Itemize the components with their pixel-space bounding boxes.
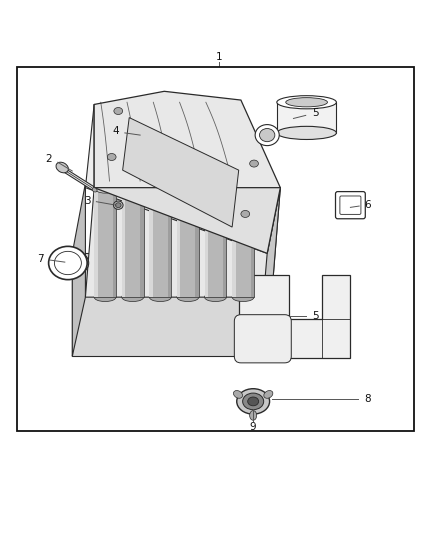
Polygon shape [239,275,350,359]
Polygon shape [258,188,280,356]
Polygon shape [94,104,280,253]
Ellipse shape [114,108,123,115]
Ellipse shape [94,293,116,302]
Polygon shape [140,188,144,297]
Ellipse shape [49,246,87,280]
Ellipse shape [286,98,328,107]
Ellipse shape [122,293,144,302]
Ellipse shape [64,252,88,274]
Ellipse shape [250,160,258,167]
Polygon shape [122,188,125,297]
Ellipse shape [177,182,199,193]
Ellipse shape [116,203,121,207]
Ellipse shape [54,252,81,274]
Polygon shape [149,188,171,297]
Ellipse shape [122,182,144,193]
Polygon shape [122,188,144,297]
Text: 1: 1 [215,52,223,62]
Ellipse shape [205,293,226,302]
Ellipse shape [241,211,250,217]
Polygon shape [129,110,169,125]
Text: 2: 2 [45,154,52,164]
Text: 3: 3 [84,196,91,206]
Polygon shape [85,104,280,253]
Ellipse shape [177,293,199,302]
Text: 5: 5 [312,108,319,118]
FancyBboxPatch shape [234,314,291,363]
Ellipse shape [69,256,84,270]
Polygon shape [72,297,272,356]
Ellipse shape [237,389,269,414]
Text: 4: 4 [113,126,120,136]
Polygon shape [251,188,254,297]
Polygon shape [123,118,239,227]
Polygon shape [223,188,226,297]
Polygon shape [277,102,336,133]
Polygon shape [149,188,153,297]
Polygon shape [205,188,208,297]
Polygon shape [94,188,116,297]
Ellipse shape [113,201,123,209]
Text: 7: 7 [37,254,44,264]
FancyBboxPatch shape [340,196,361,214]
Ellipse shape [232,293,254,302]
Text: 8: 8 [364,394,371,404]
Ellipse shape [56,162,68,173]
Polygon shape [72,183,85,356]
Polygon shape [177,188,199,297]
Ellipse shape [264,391,273,398]
Ellipse shape [277,126,336,140]
Text: 5: 5 [312,311,319,320]
Polygon shape [195,188,199,297]
Polygon shape [205,188,226,297]
Polygon shape [94,91,280,188]
Polygon shape [168,188,171,297]
Ellipse shape [255,125,279,146]
FancyBboxPatch shape [336,191,365,219]
Ellipse shape [92,188,97,192]
Polygon shape [85,188,280,297]
Polygon shape [232,188,254,297]
Ellipse shape [233,391,243,398]
Polygon shape [94,188,98,297]
Ellipse shape [149,293,171,302]
Text: 9: 9 [250,422,257,432]
Bar [17,67,414,431]
Ellipse shape [232,182,254,193]
Polygon shape [113,188,116,297]
Ellipse shape [277,96,336,109]
Ellipse shape [250,410,257,420]
Ellipse shape [259,128,275,142]
Ellipse shape [107,154,116,160]
Ellipse shape [94,182,116,193]
Text: 6: 6 [364,200,371,210]
Polygon shape [232,188,236,297]
Polygon shape [177,188,180,297]
Polygon shape [72,253,258,356]
Ellipse shape [149,182,171,193]
Ellipse shape [248,397,258,406]
Ellipse shape [243,393,264,410]
Ellipse shape [205,182,226,193]
Polygon shape [120,102,177,133]
